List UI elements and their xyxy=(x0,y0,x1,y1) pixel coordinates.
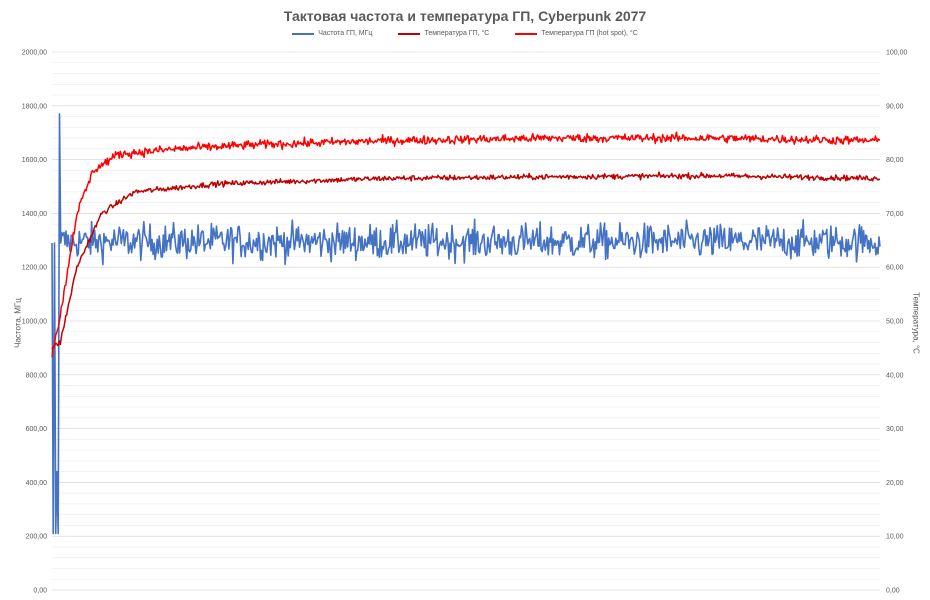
chart-title: Тактовая частота и температура ГП, Cyber… xyxy=(283,8,647,24)
legend-item-hotspot: Температура ГП (hot spot), °С xyxy=(515,30,638,37)
y-right-tick-label: 50,00 xyxy=(886,319,904,326)
legend: Частота ГП, МГц Температура ГП, °С Темпе… xyxy=(0,30,930,37)
y-right-tick-label: 20,00 xyxy=(886,480,904,487)
y-right-tick-label: 80,00 xyxy=(886,157,904,164)
y-right-tick-label: 70,00 xyxy=(886,211,904,218)
y-left-tick-label: 1800,00 xyxy=(22,103,47,110)
frequency-line xyxy=(51,113,881,535)
y-left-tick-label: 200,00 xyxy=(26,534,48,541)
y-left-tick-label: 1400,00 xyxy=(22,211,47,218)
legend-item-temperature: Температура ГП, °С xyxy=(398,30,489,37)
y-right-tick-label: 0,00 xyxy=(886,588,900,595)
y-left-tick-label: 0,00 xyxy=(33,588,47,595)
y-right-tick-label: 90,00 xyxy=(886,103,904,110)
legend-label-frequency: Частота ГП, МГц xyxy=(318,30,373,37)
series-lines xyxy=(51,113,881,535)
y-left-tick-label: 1000,00 xyxy=(22,319,47,326)
y-right-tick-label: 10,00 xyxy=(886,534,904,541)
temperature-line xyxy=(51,171,881,350)
legend-label-hotspot: Температура ГП (hot spot), °С xyxy=(541,30,638,37)
y-axis-right-ticks: 0,00 10,00 20,00 30,00 40,00 50,00 60,00 70,00 8… xyxy=(886,50,908,595)
y-left-tick-label: 1600,00 xyxy=(22,157,47,164)
y-right-tick-label: 40,00 xyxy=(886,372,904,379)
legend-label-temperature: Температура ГП, °С xyxy=(424,30,490,37)
legend-item-frequency: Частота ГП, МГц xyxy=(292,30,372,37)
y-left-tick-label: 400,00 xyxy=(26,480,48,487)
hotspot-line xyxy=(51,131,881,358)
legend-swatch-hotspot xyxy=(515,32,538,35)
grid xyxy=(52,51,880,591)
legend-swatch-temperature xyxy=(398,32,421,35)
y-axis-left-ticks: 0,00 200,00 400,00 600,00 800,00 1000,00 1200,… xyxy=(22,50,47,595)
y-right-tick-label: 100,00 xyxy=(886,50,908,57)
legend-swatch-frequency xyxy=(292,32,315,35)
y-left-tick-label: 1200,00 xyxy=(22,265,47,272)
y-left-tick-label: 800,00 xyxy=(26,372,48,379)
y-right-tick-label: 30,00 xyxy=(886,426,904,433)
y-right-tick-label: 60,00 xyxy=(886,265,904,272)
y-left-tick-label: 2000,00 xyxy=(22,50,47,57)
y-left-tick-label: 600,00 xyxy=(26,426,48,433)
